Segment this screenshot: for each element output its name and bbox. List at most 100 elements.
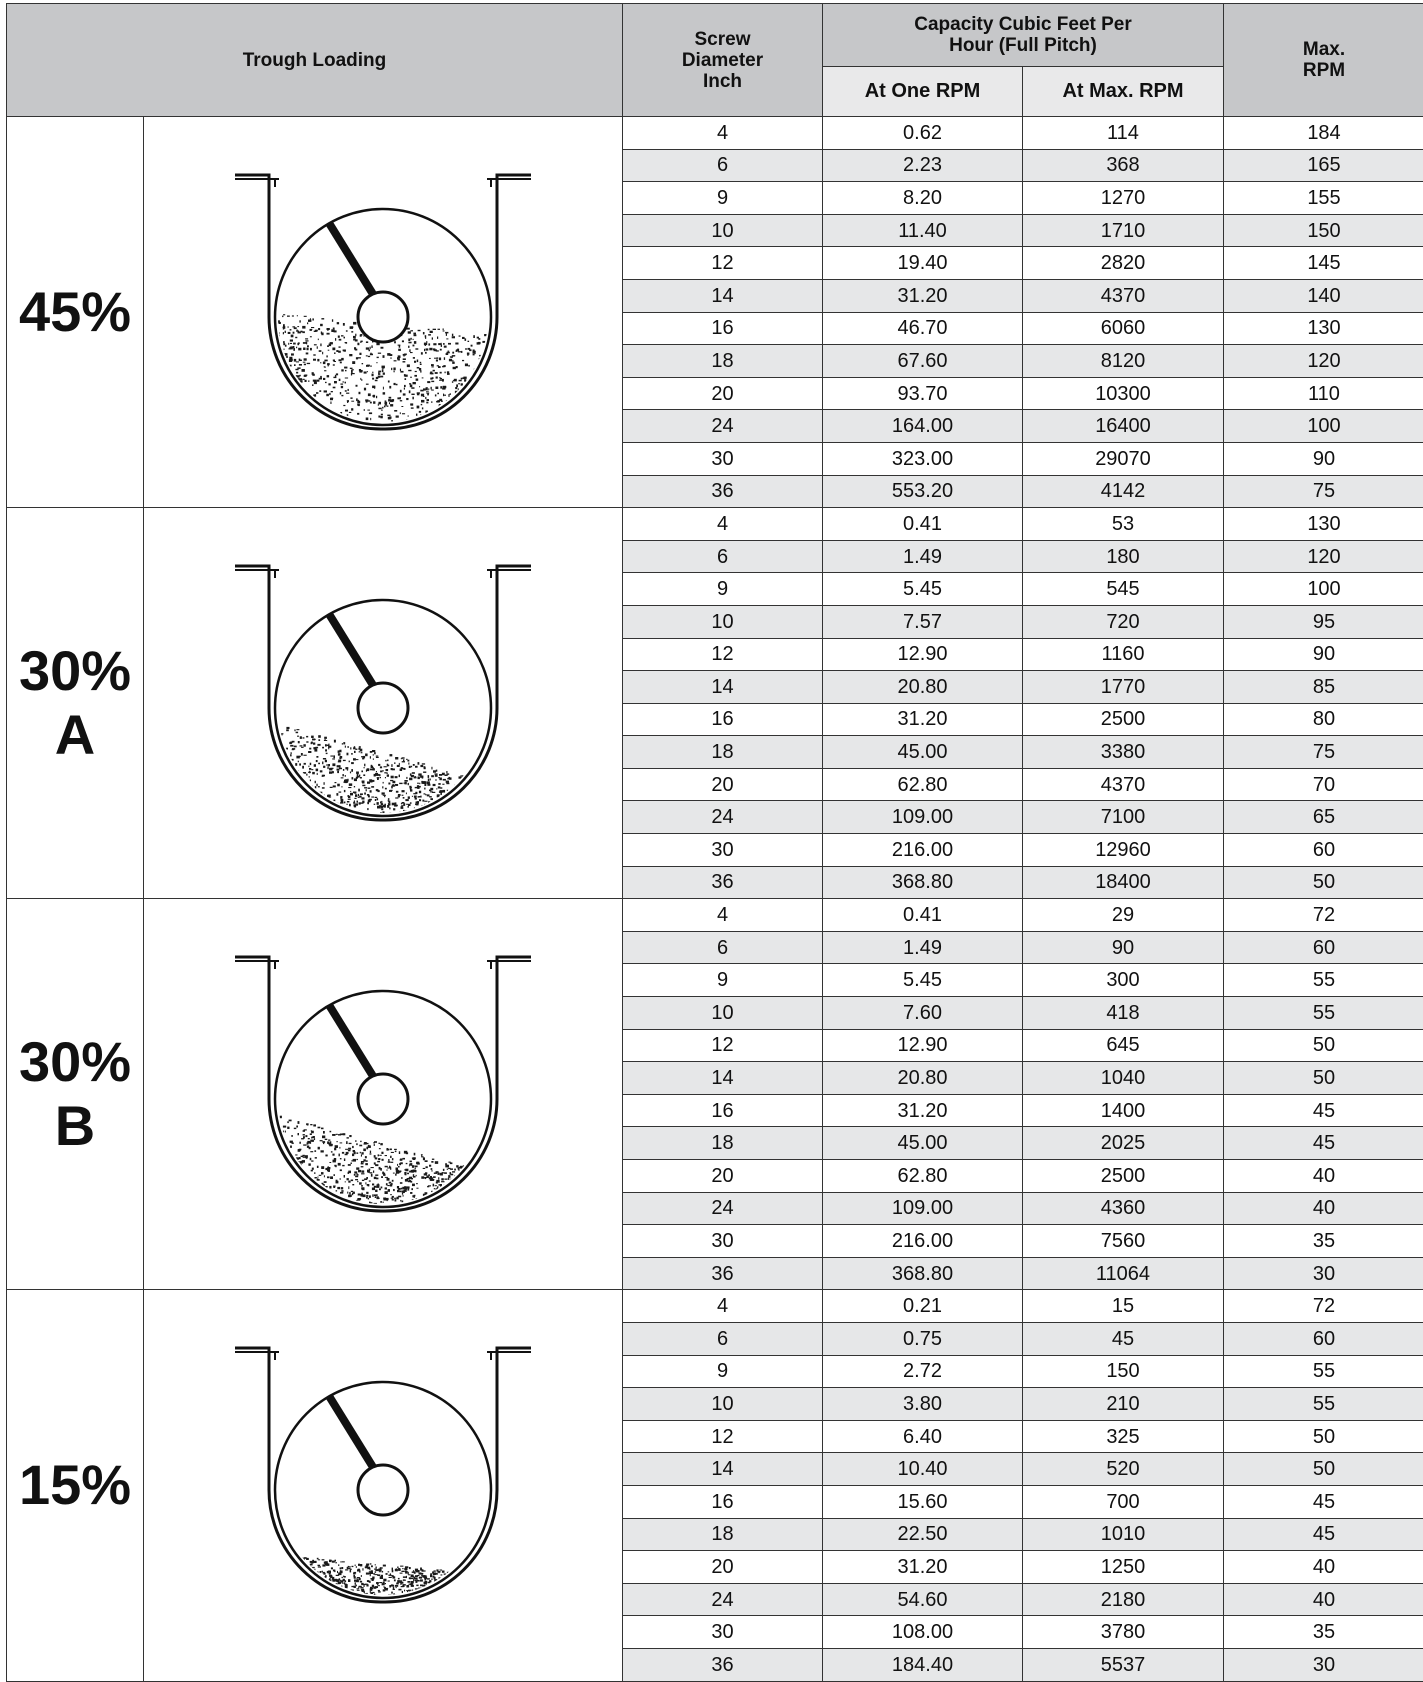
capacity-one-rpm-cell: 62.80 xyxy=(823,1160,1023,1193)
screw-diameter-cell: 18 xyxy=(623,345,823,378)
max-rpm-cell: 30 xyxy=(1224,1648,1423,1681)
screw-diameter-cell: 36 xyxy=(623,866,823,899)
trough-loading-label: 30%A xyxy=(7,508,144,899)
max-rpm-cell: 50 xyxy=(1224,866,1423,899)
capacity-max-rpm-cell: 418 xyxy=(1023,997,1224,1030)
screw-diameter-cell: 20 xyxy=(623,1551,823,1584)
screw-diameter-cell: 10 xyxy=(623,605,823,638)
capacity-max-rpm-cell: 2820 xyxy=(1023,247,1224,280)
max-rpm-cell: 65 xyxy=(1224,801,1423,834)
max-rpm-cell: 55 xyxy=(1224,1388,1423,1421)
screw-diameter-cell: 10 xyxy=(623,997,823,1030)
max-rpm-cell: 35 xyxy=(1224,1616,1423,1649)
header-capacity: Capacity Cubic Feet Per Hour (Full Pitch… xyxy=(823,4,1224,67)
max-rpm-cell: 184 xyxy=(1224,117,1423,150)
screw-diameter-cell: 4 xyxy=(623,899,823,932)
capacity-one-rpm-cell: 45.00 xyxy=(823,736,1023,769)
max-rpm-cell: 72 xyxy=(1224,899,1423,932)
max-rpm-cell: 45 xyxy=(1224,1485,1423,1518)
capacity-max-rpm-cell: 1010 xyxy=(1023,1518,1224,1551)
capacity-one-rpm-cell: 7.57 xyxy=(823,605,1023,638)
trough-picture-cell xyxy=(144,899,623,1290)
screw-diameter-cell: 6 xyxy=(623,1322,823,1355)
capacity-one-rpm-cell: 3.80 xyxy=(823,1388,1023,1421)
max-rpm-cell: 60 xyxy=(1224,834,1423,867)
max-rpm-cell: 130 xyxy=(1224,508,1423,541)
max-rpm-cell: 90 xyxy=(1224,442,1423,475)
screw-diameter-cell: 9 xyxy=(623,1355,823,1388)
trough-picture-cell xyxy=(144,1290,623,1681)
screw-diameter-cell: 12 xyxy=(623,1029,823,1062)
capacity-one-rpm-cell: 6.40 xyxy=(823,1420,1023,1453)
screw-diameter-cell: 6 xyxy=(623,149,823,182)
screw-diameter-cell: 14 xyxy=(623,279,823,312)
capacity-max-rpm-cell: 29 xyxy=(1023,899,1224,932)
capacity-one-rpm-cell: 216.00 xyxy=(823,834,1023,867)
capacity-max-rpm-cell: 325 xyxy=(1023,1420,1224,1453)
screw-diameter-cell: 14 xyxy=(623,1062,823,1095)
screw-diameter-cell: 16 xyxy=(623,703,823,736)
max-rpm-cell: 90 xyxy=(1224,638,1423,671)
max-rpm-cell: 50 xyxy=(1224,1420,1423,1453)
screw-diameter-cell: 24 xyxy=(623,1583,823,1616)
max-rpm-cell: 95 xyxy=(1224,605,1423,638)
capacity-one-rpm-cell: 5.45 xyxy=(823,573,1023,606)
capacity-one-rpm-cell: 0.75 xyxy=(823,1322,1023,1355)
trough-loading-label: 45% xyxy=(7,117,144,508)
conveyed-material xyxy=(233,1550,533,1630)
screw-diameter-cell: 20 xyxy=(623,1160,823,1193)
capacity-one-rpm-cell: 164.00 xyxy=(823,410,1023,443)
max-rpm-cell: 85 xyxy=(1224,671,1423,704)
capacity-max-rpm-cell: 720 xyxy=(1023,605,1224,638)
screw-diameter-cell: 9 xyxy=(623,964,823,997)
max-rpm-cell: 55 xyxy=(1224,964,1423,997)
screw-flight xyxy=(329,1396,376,1472)
capacity-max-rpm-cell: 1250 xyxy=(1023,1551,1224,1584)
screw-diameter-cell: 18 xyxy=(623,1518,823,1551)
capacity-max-rpm-cell: 210 xyxy=(1023,1388,1224,1421)
max-rpm-cell: 55 xyxy=(1224,1355,1423,1388)
screw-diameter-cell: 18 xyxy=(623,1127,823,1160)
capacity-max-rpm-cell: 1400 xyxy=(1023,1094,1224,1127)
max-rpm-cell: 60 xyxy=(1224,931,1423,964)
screw-diameter-cell: 6 xyxy=(623,540,823,573)
header-at-one-rpm: At One RPM xyxy=(823,67,1023,117)
screw-diameter-cell: 16 xyxy=(623,312,823,345)
screw-flight xyxy=(329,1005,376,1081)
capacity-one-rpm-cell: 109.00 xyxy=(823,801,1023,834)
max-rpm-cell: 60 xyxy=(1224,1322,1423,1355)
capacity-one-rpm-cell: 93.70 xyxy=(823,377,1023,410)
capacity-max-rpm-cell: 2025 xyxy=(1023,1127,1224,1160)
screw-diameter-cell: 16 xyxy=(623,1094,823,1127)
screw-diameter-cell: 12 xyxy=(623,1420,823,1453)
screw-diameter-cell: 36 xyxy=(623,1257,823,1290)
capacity-one-rpm-cell: 31.20 xyxy=(823,703,1023,736)
capacity-max-rpm-cell: 4370 xyxy=(1023,768,1224,801)
screw-diameter-cell: 4 xyxy=(623,508,823,541)
capacity-one-rpm-cell: 62.80 xyxy=(823,768,1023,801)
capacity-one-rpm-cell: 216.00 xyxy=(823,1225,1023,1258)
max-rpm-cell: 30 xyxy=(1224,1257,1423,1290)
trough-illustration xyxy=(233,167,533,457)
capacity-max-rpm-cell: 29070 xyxy=(1023,442,1224,475)
capacity-one-rpm-cell: 31.20 xyxy=(823,1551,1023,1584)
max-rpm-cell: 80 xyxy=(1224,703,1423,736)
capacity-max-rpm-cell: 180 xyxy=(1023,540,1224,573)
screw-diameter-cell: 20 xyxy=(623,377,823,410)
capacity-one-rpm-cell: 109.00 xyxy=(823,1192,1023,1225)
max-rpm-cell: 130 xyxy=(1224,312,1423,345)
max-rpm-cell: 75 xyxy=(1224,736,1423,769)
capacity-one-rpm-cell: 0.41 xyxy=(823,508,1023,541)
capacity-max-rpm-cell: 545 xyxy=(1023,573,1224,606)
screw-diameter-cell: 18 xyxy=(623,736,823,769)
capacity-max-rpm-cell: 45 xyxy=(1023,1322,1224,1355)
max-rpm-cell: 155 xyxy=(1224,182,1423,215)
max-rpm-cell: 100 xyxy=(1224,410,1423,443)
max-rpm-cell: 72 xyxy=(1224,1290,1423,1323)
capacity-max-rpm-cell: 8120 xyxy=(1023,345,1224,378)
capacity-max-rpm-cell: 3380 xyxy=(1023,736,1224,769)
capacity-max-rpm-cell: 700 xyxy=(1023,1485,1224,1518)
capacity-one-rpm-cell: 7.60 xyxy=(823,997,1023,1030)
